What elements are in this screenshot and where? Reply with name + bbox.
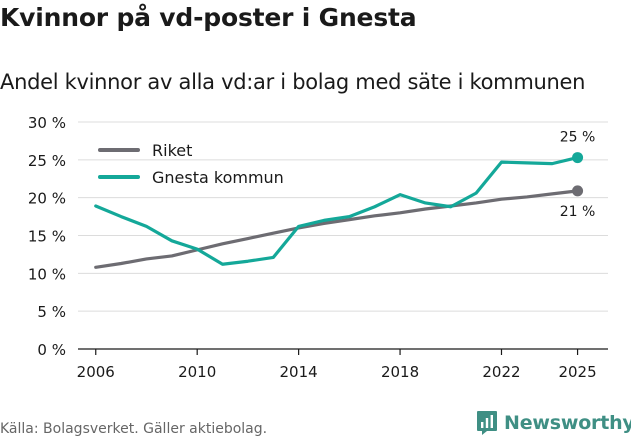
bar-chart-logo-icon [477, 411, 497, 435]
y-tick-label: 0 % [37, 341, 66, 359]
end-labels: 21 % 25 % [560, 130, 596, 220]
chart-title: Kvinnor på vd-poster i Gnesta [0, 3, 417, 32]
y-tick-label: 25 % [28, 152, 66, 170]
y-tick-label: 20 % [28, 190, 66, 208]
x-tick-label: 2010 [178, 363, 216, 381]
series-line-riket [94, 189, 580, 269]
end-value-label: 21 % [560, 204, 596, 220]
chart-subtitle: Andel kvinnor av alla vd:ar i bolag med … [0, 70, 586, 94]
x-tick-label: 2022 [482, 363, 520, 381]
brand-name: Newsworthy [504, 412, 631, 434]
series-end-point [572, 185, 584, 197]
y-tick-label: 5 % [37, 303, 66, 321]
y-tick-label: 10 % [28, 265, 66, 283]
y-axis: 0 % 5 % 10 % 15 % 20 % 25 % 30 % [28, 114, 66, 359]
series [94, 152, 584, 269]
end-value-label: 25 % [560, 130, 596, 146]
legend: Riket Gnesta kommun [98, 141, 284, 187]
y-tick-label: 15 % [28, 228, 66, 246]
x-axis: 2006 2010 2014 2018 2022 2025 [77, 348, 608, 381]
series-end-point [572, 152, 584, 164]
x-tick-label: 2018 [381, 363, 419, 381]
y-tick-label: 30 % [28, 114, 66, 132]
series-line-gnesta-kommun [94, 155, 580, 266]
x-tick-label: 2006 [77, 363, 115, 381]
legend-label: Gnesta kommun [152, 168, 284, 187]
source-note: Källa: Bolagsverket. Gäller aktiebolag. [0, 421, 268, 437]
x-tick-label: 2014 [280, 363, 318, 381]
x-tick-label: 2025 [558, 363, 596, 381]
legend-label: Riket [152, 141, 192, 160]
brand-logo[interactable]: Newsworthy [476, 409, 631, 437]
